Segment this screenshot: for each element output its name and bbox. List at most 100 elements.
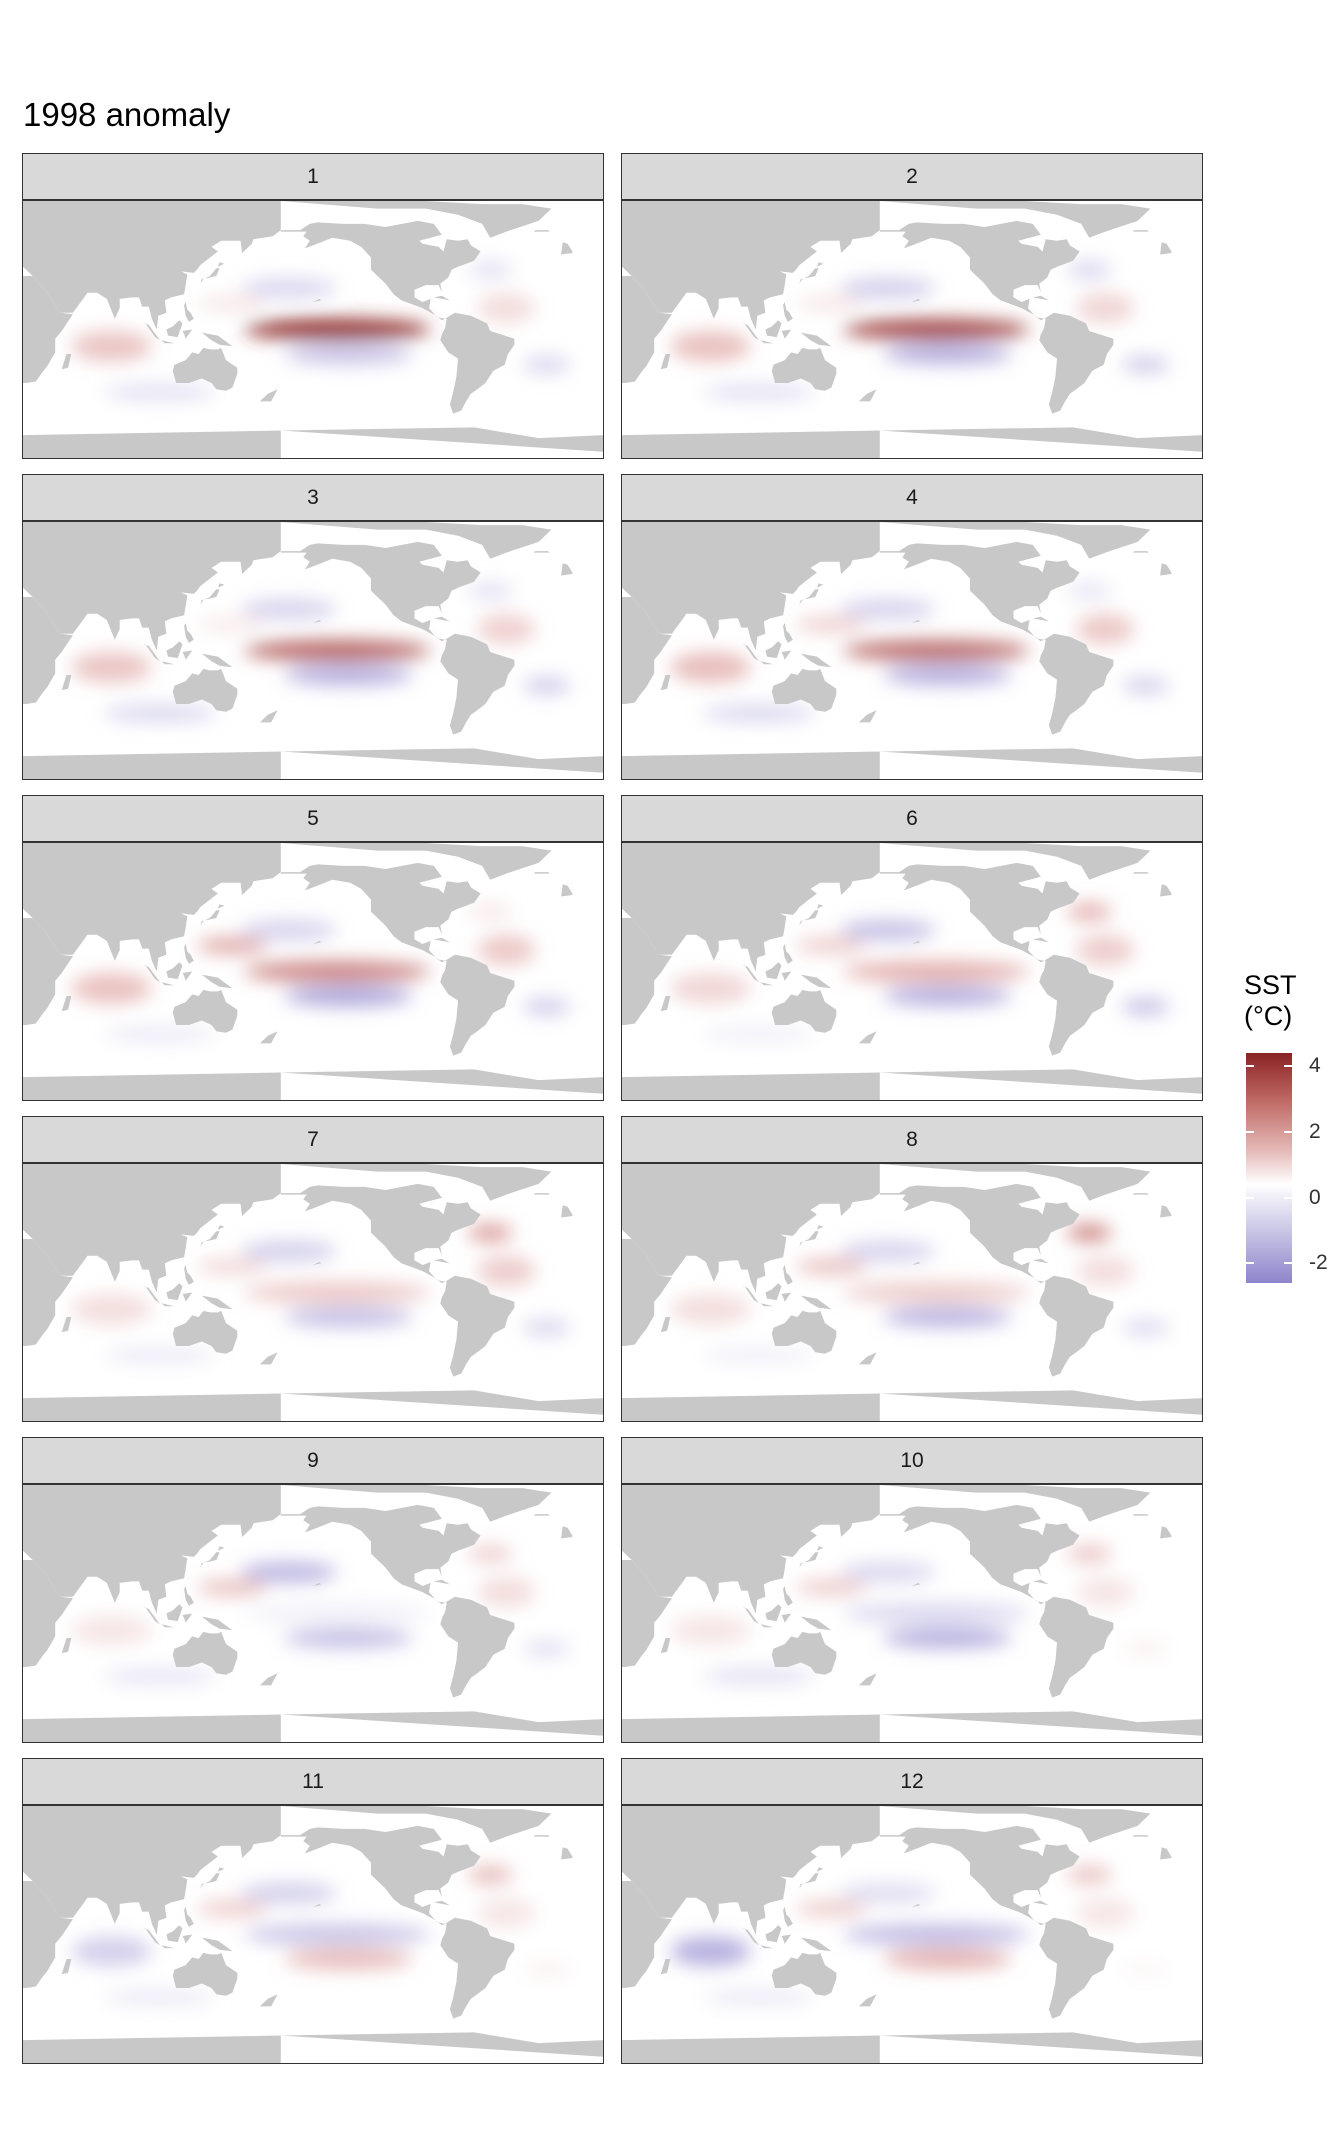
colorbar-tick-mark: [1284, 1262, 1292, 1265]
landmass: [280, 1390, 603, 1421]
landmass: [800, 974, 832, 989]
anomaly-npac: [839, 1240, 937, 1262]
landmass: [280, 1711, 603, 1742]
landmass: [912, 619, 921, 623]
landmass: [1039, 312, 1114, 414]
landmass: [622, 522, 880, 651]
landmass: [313, 619, 322, 623]
anomaly-nwpac: [796, 1900, 867, 1917]
landmass: [23, 522, 281, 651]
anomaly-npac: [839, 1561, 937, 1583]
anomaly-satl: [1121, 1318, 1170, 1337]
landmass: [783, 1265, 793, 1285]
landmass: [660, 1638, 671, 1654]
anomaly-ind: [71, 1294, 152, 1325]
anomaly-natl: [477, 292, 536, 324]
anomaly-spac: [284, 1306, 413, 1328]
anomaly-satl: [522, 1318, 571, 1337]
landmass: [280, 748, 603, 779]
landmass: [879, 1485, 1151, 1605]
landmass: [912, 1582, 921, 1586]
landmass: [61, 675, 72, 691]
colorbar: [1246, 1053, 1292, 1283]
landmass: [166, 1283, 183, 1301]
anomaly-sind: [103, 383, 217, 402]
landmass: [561, 242, 573, 255]
landmass: [280, 201, 552, 321]
landmass: [433, 295, 450, 301]
landmass: [771, 1310, 837, 1354]
anomaly-natl: [477, 1576, 536, 1608]
landmass: [622, 1485, 880, 1614]
landmass: [879, 2032, 1202, 2063]
anomaly-satl: [1121, 1639, 1170, 1658]
anomaly-sind: [702, 1025, 816, 1044]
facet-strip-label: 9: [22, 1437, 604, 1484]
facet-panel-4: 4: [621, 474, 1203, 780]
landmass: [200, 589, 220, 605]
landmass: [622, 1806, 880, 1935]
anomaly-satl: [1121, 1960, 1170, 1979]
anomaly-sind: [702, 704, 816, 723]
landmass: [816, 262, 824, 267]
landmass: [765, 1604, 782, 1622]
anomaly-ind: [670, 331, 751, 362]
landmass: [771, 347, 837, 391]
legend-title: SST (°C): [1244, 970, 1297, 1032]
colorbar-tick-mark: [1246, 1130, 1254, 1133]
landmass: [200, 910, 220, 926]
anomaly-enso: [243, 1923, 431, 1946]
anomaly-enso: [243, 318, 431, 341]
landmass: [771, 1631, 837, 1675]
landmass: [622, 1164, 880, 1293]
anomaly-enso: [842, 960, 1030, 983]
colorbar-tick-label: 0: [1309, 1185, 1321, 1209]
landmass: [433, 1900, 450, 1906]
landmass: [858, 1031, 877, 1044]
facet-strip-label: 12: [621, 1758, 1203, 1805]
anomaly-natl_n: [1066, 1865, 1112, 1885]
sst-anomaly-map: [621, 1163, 1203, 1422]
landmass: [1039, 954, 1114, 1056]
landmass: [912, 940, 921, 944]
sst-anomaly-map: [22, 1805, 604, 2064]
landmass: [660, 1317, 671, 1333]
anomaly-satl: [522, 676, 571, 695]
landmass: [217, 583, 225, 588]
facet-panel-2: 2: [621, 153, 1203, 459]
landmass: [1032, 295, 1049, 301]
map-svg: [622, 843, 1202, 1100]
landmass: [816, 583, 824, 588]
landmass: [259, 1994, 278, 2007]
landmass: [440, 1596, 515, 1698]
landmass: [1160, 884, 1172, 897]
landmass: [259, 1673, 278, 1686]
landmass: [783, 1586, 793, 1606]
landmass: [217, 1867, 225, 1872]
landmass: [799, 268, 819, 284]
landmass: [760, 982, 776, 986]
anomaly-spac: [883, 343, 1012, 365]
landmass: [172, 668, 238, 712]
anomaly-enso: [243, 1602, 431, 1625]
landmass: [172, 1631, 238, 1675]
anomaly-sind: [702, 1667, 816, 1686]
landmass: [771, 668, 837, 712]
landmass: [440, 633, 515, 735]
landmass: [280, 1806, 552, 1926]
anomaly-ind: [71, 1936, 152, 1967]
map-svg: [622, 201, 1202, 458]
landmass: [800, 653, 832, 668]
landmass: [1132, 1835, 1149, 1837]
landmass: [23, 918, 73, 1025]
facet-strip-label: 1: [22, 153, 604, 200]
landmass: [771, 1952, 837, 1996]
landmass: [1039, 1917, 1114, 2019]
landmass: [313, 298, 322, 302]
colorbar-tick-mark: [1246, 1196, 1254, 1199]
anomaly-npac: [839, 598, 937, 620]
anomaly-sind: [103, 704, 217, 723]
anomaly-nwpac: [197, 1579, 268, 1596]
landmass: [799, 1552, 819, 1568]
landmass: [622, 1714, 880, 1742]
